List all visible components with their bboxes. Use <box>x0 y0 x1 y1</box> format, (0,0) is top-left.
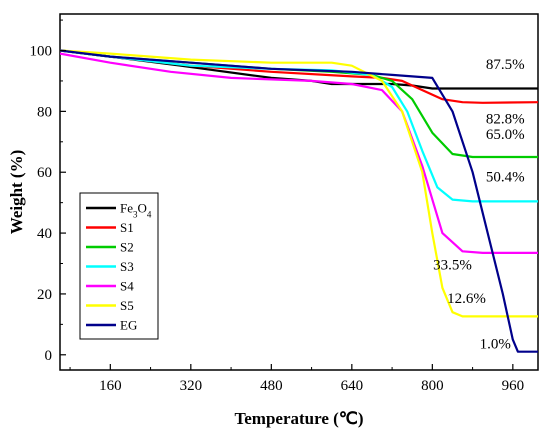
legend-subscript: 3 <box>133 210 138 220</box>
data-label: 33.5% <box>433 258 472 274</box>
x-tick-label: 160 <box>99 378 122 394</box>
data-label: 87.5% <box>486 57 525 73</box>
y-tick-label: 60 <box>37 165 52 181</box>
legend-entry: S3 <box>120 259 134 274</box>
data-label: 82.8% <box>486 112 525 128</box>
y-tick-label: 80 <box>37 104 52 120</box>
series-line-s3 <box>60 49 538 203</box>
data-label: 50.4% <box>486 169 525 185</box>
y-axis-title: Weight (%) <box>7 150 26 235</box>
legend-entry: Fe3O4 <box>120 201 152 220</box>
axis-layer: 160 320 480 640 800 960 0 20 40 60 80 100 <box>30 19 525 394</box>
series-line-s4 <box>60 52 538 254</box>
legend-entry: S2 <box>120 240 134 255</box>
y-tick-label: 40 <box>37 226 52 242</box>
x-tick-label: 960 <box>502 378 525 394</box>
x-axis-title: Temperature (℃) <box>234 409 363 428</box>
data-label: 65.0% <box>486 127 525 143</box>
series-line-s5 <box>60 49 538 318</box>
y-tick-label: 100 <box>30 44 53 60</box>
legend-entry: S4 <box>120 279 134 294</box>
x-tick-label: 800 <box>421 378 444 394</box>
x-tick-label: 640 <box>341 378 364 394</box>
data-label: 12.6% <box>447 291 486 307</box>
y-tick-label: 0 <box>45 348 53 364</box>
x-tick-label: 480 <box>260 378 283 394</box>
legend-text-part: Fe <box>120 201 133 216</box>
legend-entry: S5 <box>120 298 134 313</box>
y-tick-label: 20 <box>37 287 52 303</box>
legend-entry: S1 <box>120 220 134 235</box>
legend-entry: EG <box>120 318 137 333</box>
legend-subscript: 4 <box>147 210 152 220</box>
plot-frame <box>59 13 539 371</box>
series-line-eg <box>60 49 538 353</box>
legend-text-part: O <box>138 201 147 216</box>
data-label: 1.0% <box>480 337 511 353</box>
annotation-layer: 87.5% 82.8%65.0% 50.4% 33.5% 12.6% 1.0% <box>433 57 525 353</box>
x-tick-label: 320 <box>180 378 203 394</box>
series-layer <box>60 49 538 353</box>
